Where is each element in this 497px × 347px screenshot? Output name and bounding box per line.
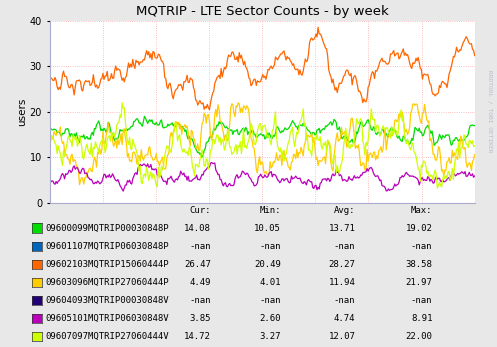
Text: 09600099MQTRIP00030848P: 09600099MQTRIP00030848P [46,224,169,233]
Text: -nan: -nan [190,242,211,251]
Text: Cur:: Cur: [190,206,211,215]
Text: 12.07: 12.07 [329,332,355,341]
Text: 09603096MQTRIP27060444P: 09603096MQTRIP27060444P [46,278,169,287]
Text: Max:: Max: [411,206,432,215]
Text: RRDTOOL / TOBI OETIKER: RRDTOOL / TOBI OETIKER [487,70,492,152]
Text: -nan: -nan [411,296,432,305]
Text: 4.74: 4.74 [334,314,355,323]
Text: 10.05: 10.05 [254,224,281,233]
Text: 09602103MQTRIP15060444P: 09602103MQTRIP15060444P [46,260,169,269]
Text: 14.08: 14.08 [184,224,211,233]
Text: 14.72: 14.72 [184,332,211,341]
Text: 09605101MQTRIP06030848V: 09605101MQTRIP06030848V [46,314,169,323]
Text: -nan: -nan [334,242,355,251]
Text: Avg:: Avg: [334,206,355,215]
Text: 11.94: 11.94 [329,278,355,287]
Text: 3.85: 3.85 [190,314,211,323]
Text: 19.02: 19.02 [406,224,432,233]
Text: 8.91: 8.91 [411,314,432,323]
Text: Min:: Min: [259,206,281,215]
Text: 13.71: 13.71 [329,224,355,233]
Text: 21.97: 21.97 [406,278,432,287]
Text: 4.49: 4.49 [190,278,211,287]
Y-axis label: users: users [17,98,27,126]
Title: MQTRIP - LTE Sector Counts - by week: MQTRIP - LTE Sector Counts - by week [136,5,389,18]
Text: -nan: -nan [190,296,211,305]
Text: 22.00: 22.00 [406,332,432,341]
Text: -nan: -nan [259,296,281,305]
Text: 26.47: 26.47 [184,260,211,269]
Text: 28.27: 28.27 [329,260,355,269]
Text: -nan: -nan [334,296,355,305]
Text: 38.58: 38.58 [406,260,432,269]
Text: -nan: -nan [259,242,281,251]
Text: 20.49: 20.49 [254,260,281,269]
Text: -nan: -nan [411,242,432,251]
Text: 09604093MQTRIP00030848V: 09604093MQTRIP00030848V [46,296,169,305]
Text: 2.60: 2.60 [259,314,281,323]
Text: 4.01: 4.01 [259,278,281,287]
Text: 09607097MQTRIP27060444V: 09607097MQTRIP27060444V [46,332,169,341]
Text: 3.27: 3.27 [259,332,281,341]
Text: 09601107MQTRIP06030848P: 09601107MQTRIP06030848P [46,242,169,251]
